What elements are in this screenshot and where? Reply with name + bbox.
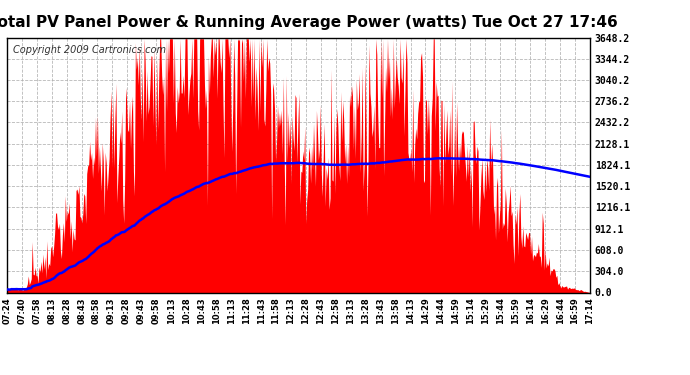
Text: Copyright 2009 Cartronics.com: Copyright 2009 Cartronics.com [12,45,166,55]
Text: Total PV Panel Power & Running Average Power (watts) Tue Oct 27 17:46: Total PV Panel Power & Running Average P… [0,15,618,30]
